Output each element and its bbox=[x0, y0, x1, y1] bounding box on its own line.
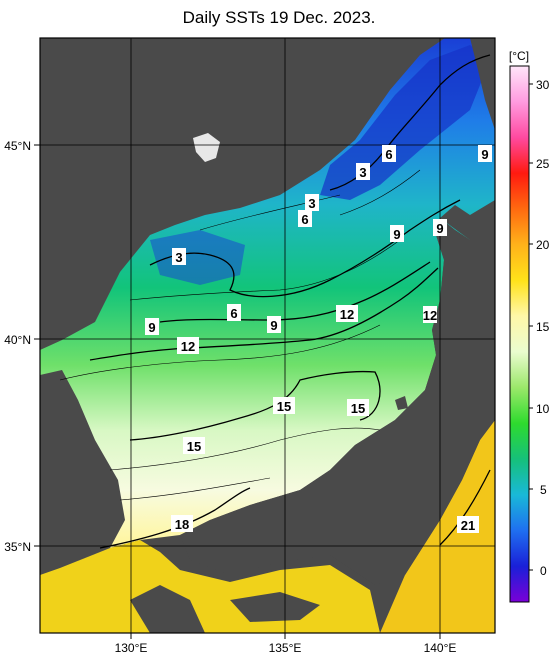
cold-pool bbox=[320, 45, 490, 200]
contour-label: 12 bbox=[423, 308, 437, 323]
contour-label: 12 bbox=[340, 307, 354, 322]
colorbar-unit: [°C] bbox=[509, 49, 529, 63]
contour-labels: 3 3 3 6 6 6 9 9 9 9 12 12 12 15 15 15 18… bbox=[145, 145, 492, 533]
lat-label: 35°N bbox=[4, 540, 31, 554]
lat-label: 45°N bbox=[4, 139, 31, 153]
contour-label: 6 bbox=[301, 212, 308, 227]
sea-of-japan bbox=[40, 38, 495, 633]
lat-label: 40°N bbox=[4, 333, 31, 347]
contour-label: 15 bbox=[277, 399, 291, 414]
contour-label: 3 bbox=[308, 196, 315, 211]
contour-label: 21 bbox=[461, 518, 475, 533]
khanka-lake bbox=[193, 133, 220, 162]
colorbar-tick-label: 20 bbox=[536, 238, 550, 252]
map-frame bbox=[39, 37, 496, 634]
colorbar-tick-label: 10 bbox=[536, 402, 550, 416]
graticule bbox=[40, 38, 495, 633]
shikoku bbox=[230, 592, 320, 622]
colorbar-ticks bbox=[529, 83, 533, 571]
colorbar-tick-label: 0 bbox=[540, 564, 547, 578]
sado-island bbox=[395, 396, 408, 410]
lon-label: 130°E bbox=[115, 641, 148, 655]
contour-label: 15 bbox=[351, 401, 365, 416]
colorbar-tick-label: 15 bbox=[536, 320, 550, 334]
sakhalin bbox=[470, 38, 495, 130]
frame-ticks bbox=[34, 144, 441, 639]
lon-label: 140°E bbox=[424, 641, 457, 655]
pacific-ocean bbox=[380, 420, 495, 633]
contour-label: 3 bbox=[175, 250, 182, 265]
contour-label: 12 bbox=[181, 339, 195, 354]
lon-label: 135°E bbox=[269, 641, 302, 655]
colorbar-tick-label: 30 bbox=[536, 78, 550, 92]
colorbar-tick-label: 5 bbox=[540, 483, 547, 497]
japan-hokkaido bbox=[440, 200, 495, 240]
contour-label: 15 bbox=[187, 439, 201, 454]
contour-label: 9 bbox=[270, 318, 277, 333]
contour-label: 9 bbox=[436, 221, 443, 236]
map-title: Daily SSTs 19 Dec. 2023. bbox=[182, 8, 376, 27]
japan-honshu bbox=[180, 218, 495, 585]
colorbar: [°C] 30 25 20 15 10 5 0 bbox=[509, 49, 550, 603]
contour-label: 6 bbox=[385, 147, 392, 162]
cold-pool-west bbox=[150, 230, 245, 285]
colorbar-gradient bbox=[509, 65, 530, 603]
contour-label: 18 bbox=[175, 517, 189, 532]
contour-label: 9 bbox=[393, 227, 400, 242]
contour-label: 3 bbox=[359, 165, 366, 180]
contour-label: 6 bbox=[230, 306, 237, 321]
contour-label: 9 bbox=[148, 320, 155, 335]
japan-southwest bbox=[130, 585, 205, 633]
colorbar-tick-label: 25 bbox=[536, 157, 550, 171]
korea-coast bbox=[40, 370, 125, 575]
contour-label: 9 bbox=[481, 147, 488, 162]
